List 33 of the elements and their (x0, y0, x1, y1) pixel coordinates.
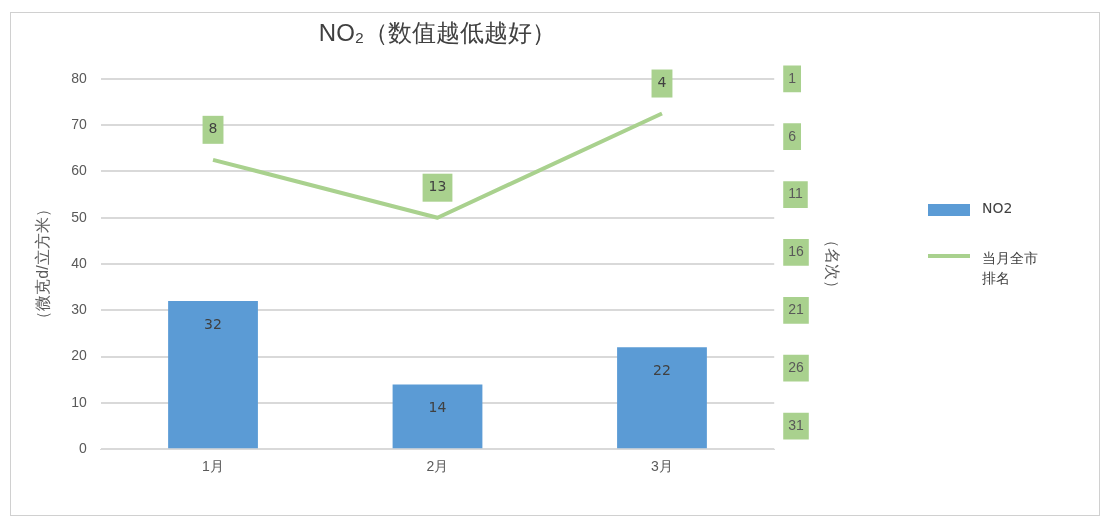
data-label: 4 (657, 74, 667, 91)
legend-label: NO2 (982, 199, 1013, 218)
x-tick-label: 3月 (651, 458, 673, 475)
y-tick-label: 60 (71, 162, 87, 179)
data-label: 8 (208, 120, 218, 137)
y2-axis-title: （名次） (823, 232, 841, 296)
y2-tick-label: 31 (788, 416, 805, 433)
y2-tick-label: 21 (788, 301, 805, 318)
y2-tick-label: 6 (788, 127, 797, 144)
x-tick-label: 2月 (426, 458, 449, 475)
data-label: 22 (653, 361, 671, 378)
y-tick-label: 50 (71, 208, 87, 225)
y-tick-label: 80 (71, 69, 87, 86)
x-tick-label: 1月 (202, 458, 224, 475)
y2-tick-label: 1 (788, 69, 797, 86)
y-tick-label: 20 (71, 347, 87, 364)
bar (168, 301, 258, 449)
data-label: 32 (204, 315, 222, 332)
y-tick-label: 70 (71, 115, 87, 132)
y2-tick-label: 16 (788, 243, 805, 260)
y-tick-label: 10 (71, 393, 87, 410)
data-label: 13 (428, 178, 447, 195)
bar (392, 384, 483, 449)
legend-label: 当月全市排名 (982, 249, 1039, 288)
y-tick-label: 40 (71, 254, 87, 271)
bar (617, 347, 707, 449)
y-axis-title: （微克d/立方米） (34, 201, 52, 327)
y2-tick-label: 26 (788, 359, 805, 376)
data-label: 14 (428, 399, 447, 416)
y2-tick-label: 11 (788, 185, 803, 202)
y-tick-label: 30 (71, 301, 87, 318)
chart-title: NO₂（数值越低越好） (318, 19, 557, 47)
y-tick-label: 0 (78, 440, 87, 457)
